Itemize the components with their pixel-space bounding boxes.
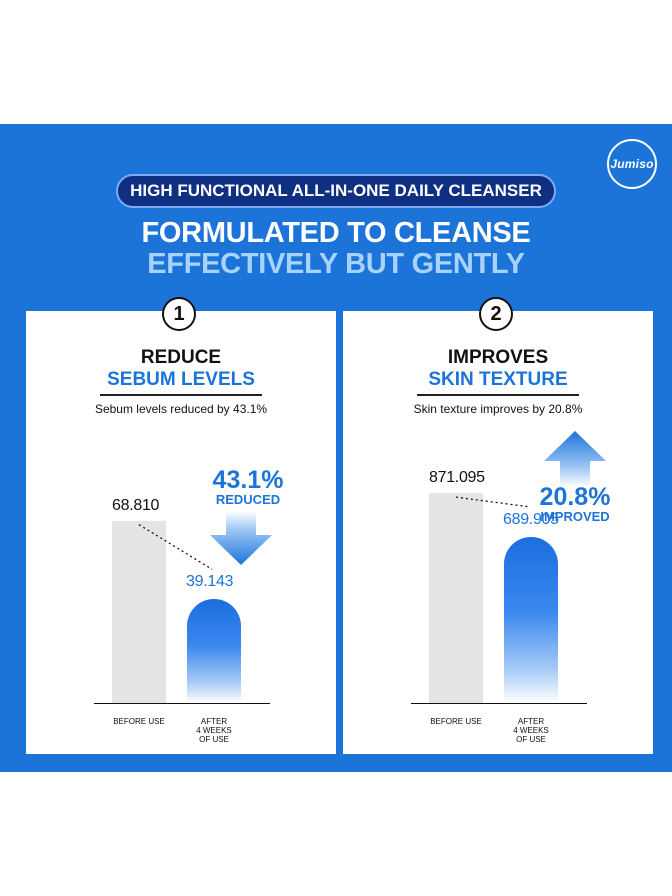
value-label-after: 689.905 [503, 510, 559, 528]
panel-title: REDUCE [140, 347, 222, 368]
chart-baseline [411, 703, 587, 704]
x-label-after: AFTER 4 WEEKS OF USE [174, 717, 254, 744]
panel-title: IMPROVES [447, 347, 549, 368]
panel-subtitle: Sebum levels reduced by 43.1% [94, 402, 268, 416]
panel-subtitle: Skin texture improves by 20.8% [413, 402, 583, 416]
x-label-before: BEFORE USE [113, 717, 165, 726]
headline-line-2: EFFECTIVELY BUT GENTLY [147, 248, 525, 280]
tagline-pill: HIGH FUNCTIONAL ALL-IN-ONE DAILY CLEANSE… [116, 174, 556, 208]
x-label-before: BEFORE USE [430, 717, 482, 726]
x-label-after-line3: OF USE [516, 735, 546, 744]
x-label-after-line1: AFTER [200, 717, 228, 726]
panel-sebum: 1 REDUCE SEBUM LEVELS Sebum levels reduc… [26, 297, 336, 754]
headline-line-1: FORMULATED TO CLEANSE [141, 217, 531, 249]
panel-number-badge: 1 [162, 297, 196, 331]
value-label-after: 39.143 [186, 573, 234, 591]
x-label-after: AFTER 4 WEEKS OF USE [491, 717, 571, 744]
panel-texture: 2 IMPROVES SKIN TEXTURE Skin texture imp… [343, 297, 653, 754]
dotted-connector [455, 496, 530, 508]
dotted-connector [138, 524, 213, 570]
value-label-before: 68.810 [112, 496, 160, 514]
down-arrow-icon [210, 511, 272, 565]
panel-title-highlight: SKIN TEXTURE [428, 369, 568, 390]
change-label: IMPROVED [540, 509, 610, 524]
title-underline [417, 394, 579, 396]
value-label-before: 871.095 [429, 469, 485, 487]
change-percent: 20.8% [539, 483, 611, 511]
panel-number-badge: 2 [479, 297, 513, 331]
title-underline [100, 394, 262, 396]
up-arrow-icon [544, 431, 606, 487]
change-label: REDUCED [215, 492, 281, 507]
chart-baseline [94, 703, 270, 704]
change-percent: 43.1% [212, 466, 284, 494]
x-label-after-line2: 4 WEEKS [196, 726, 232, 735]
bar-after-use [187, 599, 241, 703]
x-label-after-line3: OF USE [199, 735, 229, 744]
bar-before-use [429, 493, 483, 703]
x-label-after-line2: 4 WEEKS [513, 726, 549, 735]
bar-after-use [504, 536, 558, 703]
x-label-after-line1: AFTER [517, 717, 545, 726]
bar-before-use [112, 520, 166, 703]
panel-title-highlight: SEBUM LEVELS [107, 369, 255, 390]
brand-logo: Jumiso [607, 139, 657, 189]
